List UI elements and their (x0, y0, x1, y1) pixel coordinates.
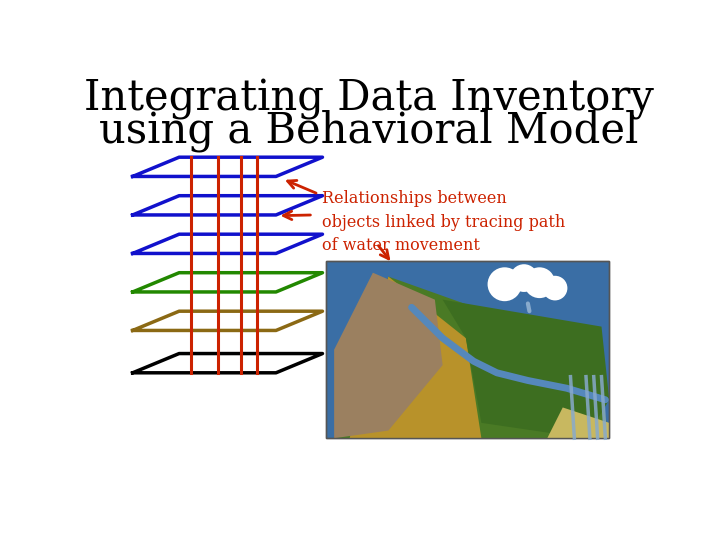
Circle shape (524, 267, 555, 298)
Bar (326, 261, 609, 438)
Circle shape (487, 267, 522, 301)
Bar (326, 261, 609, 438)
Polygon shape (547, 408, 609, 438)
Polygon shape (334, 273, 443, 438)
Circle shape (543, 276, 567, 300)
Text: Integrating Data Inventory: Integrating Data Inventory (84, 78, 654, 120)
Polygon shape (350, 276, 482, 438)
Polygon shape (443, 300, 609, 438)
Text: using a Behavioral Model: using a Behavioral Model (99, 109, 639, 152)
Polygon shape (334, 276, 609, 438)
Text: Relationships between
objects linked by tracing path
of water movement: Relationships between objects linked by … (323, 190, 566, 254)
Circle shape (510, 264, 538, 292)
